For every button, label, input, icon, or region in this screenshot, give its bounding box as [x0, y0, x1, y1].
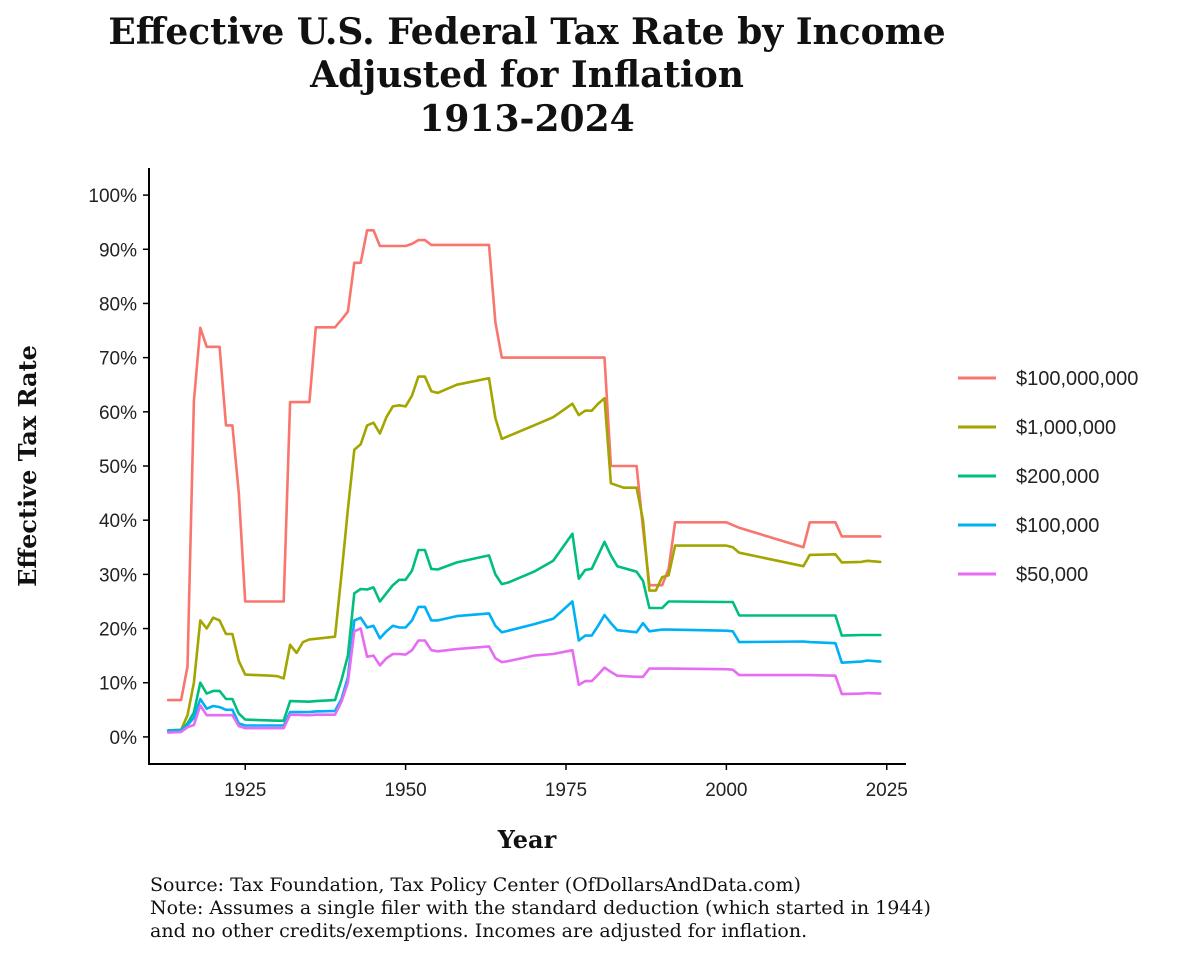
series-line-50-000 — [166, 627, 882, 734]
chart-title-line-1: Effective U.S. Federal Tax Rate by Incom… — [108, 11, 945, 53]
series-layer — [166, 229, 882, 734]
y-axis-title: Effective Tax Rate — [13, 345, 42, 587]
legend-label-100-000: $100,000 — [1016, 515, 1099, 537]
x-tick-label: 1950 — [384, 780, 426, 801]
y-tick-label: 90% — [99, 240, 137, 261]
legend-label-50-000: $50,000 — [1016, 564, 1088, 586]
legend-label-100-000-000: $100,000,000 — [1016, 368, 1138, 390]
footnote-source: Source: Tax Foundation, Tax Policy Cente… — [150, 874, 801, 896]
y-tick-label: 60% — [99, 403, 137, 424]
series-line-100-000 — [166, 600, 882, 733]
chart-title-line-3: 1913-2024 — [419, 98, 634, 140]
y-axis-ticks: 0% 10% 20% 30% 40% 50% 60% 70% 80% 90% 100% — [88, 186, 149, 749]
x-tick-label: 1975 — [545, 780, 587, 801]
y-tick-label: 50% — [99, 457, 137, 478]
y-tick-label: 0% — [110, 728, 138, 749]
series-line-200-000 — [166, 532, 882, 732]
y-tick-label: 10% — [99, 674, 137, 695]
y-tick-label: 70% — [99, 349, 137, 370]
y-tick-label: 40% — [99, 511, 137, 532]
x-tick-label: 2000 — [705, 780, 747, 801]
legend: $100,000,000 $1,000,000 $200,000 $100,000 $5… — [958, 368, 1138, 586]
series-line-1-000-000 — [166, 375, 882, 732]
y-tick-label: 80% — [99, 294, 137, 315]
x-axis-title: Year — [497, 825, 557, 854]
footnote-note-line-2: and no other credits/exemptions. Incomes… — [150, 920, 807, 942]
chart-title: Effective U.S. Federal Tax Rate by Incom… — [108, 11, 945, 140]
y-tick-label: 20% — [99, 620, 137, 641]
plot-area: 0%10%20%30%40%50%60%70%80%90%100% 1925 19… — [88, 168, 908, 801]
legend-label-200-000: $200,000 — [1016, 466, 1099, 488]
y-tick-label: 30% — [99, 565, 137, 586]
chart-title-line-2: Adjusted for Inflation — [309, 54, 744, 96]
x-tick-label: 1925 — [224, 780, 266, 801]
y-tick-label: 100% — [88, 186, 137, 207]
footnote-note-line-1: Note: Assumes a single filer with the st… — [150, 897, 931, 919]
x-axis-ticks: 1925 1950 1975 2000 2025 — [224, 764, 908, 801]
x-tick-label: 2025 — [866, 780, 908, 801]
legend-label-1-000-000: $1,000,000 — [1016, 417, 1116, 439]
series-line-100-000-000 — [166, 229, 882, 702]
footnotes: Source: Tax Foundation, Tax Policy Cente… — [150, 874, 931, 942]
